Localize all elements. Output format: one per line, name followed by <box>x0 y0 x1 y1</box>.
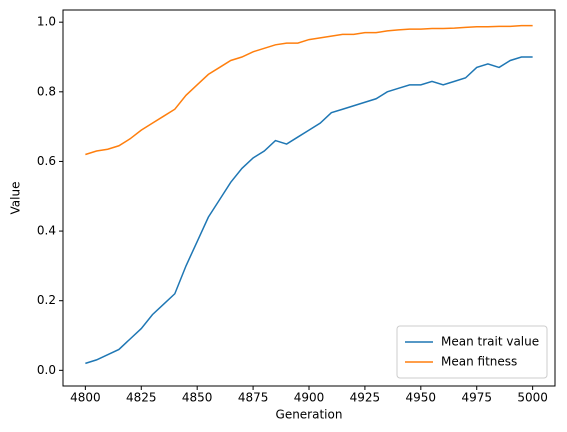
line-series <box>85 24 533 156</box>
y-tick-label: 1.0 <box>37 15 56 29</box>
x-tick-label: 4825 <box>126 391 157 405</box>
x-tick-label: 4800 <box>70 391 101 405</box>
x-tick-label: 4900 <box>294 391 325 405</box>
y-tick-label: 0.0 <box>37 363 56 377</box>
legend-label: Mean fitness <box>441 355 517 369</box>
x-tick-label: 4875 <box>238 391 269 405</box>
x-tick-label: 4975 <box>461 391 492 405</box>
legend-box <box>396 325 548 379</box>
x-tick-label: 5000 <box>517 391 548 405</box>
y-tick-label: 0.2 <box>37 293 56 307</box>
y-axis-label: Value <box>9 182 23 215</box>
line-series <box>85 56 533 365</box>
legend-label: Mean trait value <box>441 335 539 349</box>
x-tick-label: 4950 <box>406 391 437 405</box>
x-axis-label: Generation <box>276 408 343 422</box>
x-tick-label: 4850 <box>182 391 213 405</box>
y-tick-label: 0.4 <box>37 224 56 238</box>
legend: Mean trait value Mean fitness <box>396 325 548 379</box>
y-tick-label: 0.6 <box>37 154 56 168</box>
x-tick-label: 4925 <box>350 391 381 405</box>
y-tick-label: 0.8 <box>37 84 56 98</box>
